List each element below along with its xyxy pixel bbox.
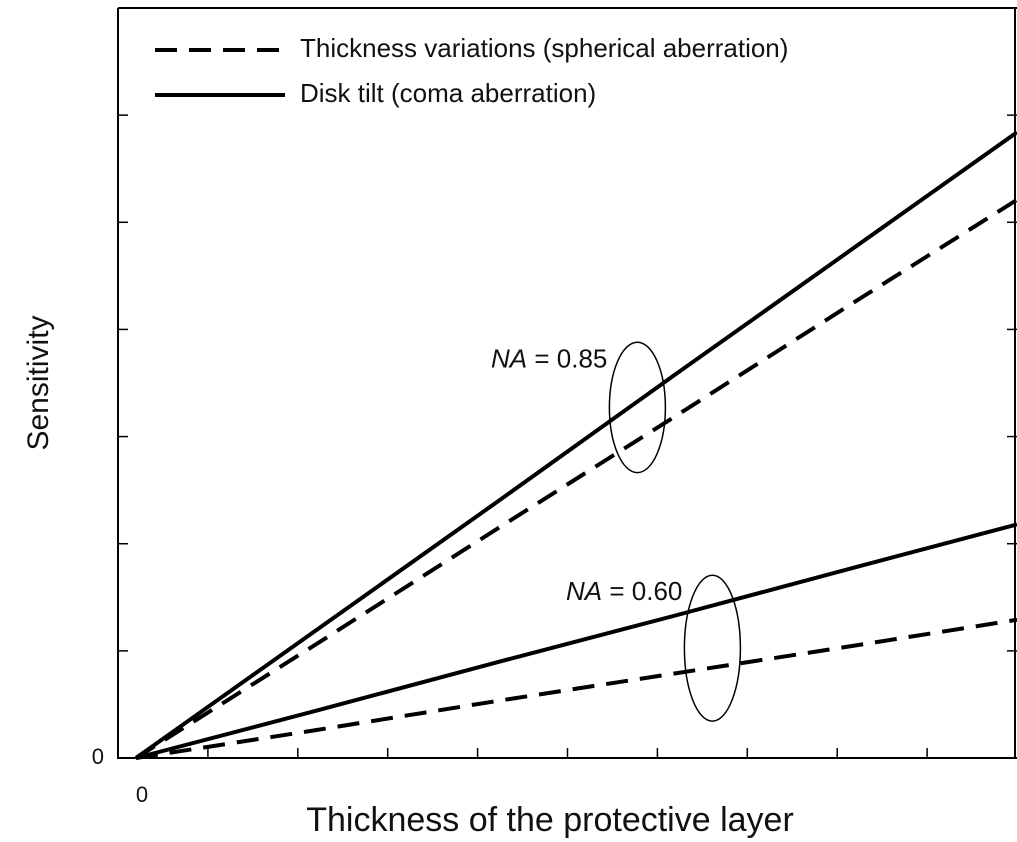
axes-frame [117, 7, 1017, 759]
annotation-text: = 0.60 [609, 576, 682, 606]
annotation-label: NA = 0.60 [566, 576, 682, 606]
annotation-ellipse [608, 341, 667, 474]
data-line [135, 522, 1017, 760]
y-tick-label: 0 [92, 744, 104, 769]
annotation-ellipse [683, 574, 742, 722]
annotation-text: = 0.85 [534, 343, 607, 373]
legend-label: Disk tilt (coma aberration) [300, 78, 596, 108]
annotation-label: NA = 0.85 [491, 343, 607, 373]
data-line [134, 130, 1017, 760]
annotation-symbol: NA [491, 343, 527, 373]
legend-label: Thickness variations (spherical aberrati… [300, 33, 788, 63]
annotation-symbol: NA [566, 576, 602, 606]
x-tick-label: 0 [136, 782, 148, 807]
data-line [134, 198, 1017, 760]
data-line [135, 617, 1017, 760]
y-axis-label: Sensitivity [22, 315, 55, 450]
x-axis-label: Thickness of the protective layer [306, 801, 794, 839]
